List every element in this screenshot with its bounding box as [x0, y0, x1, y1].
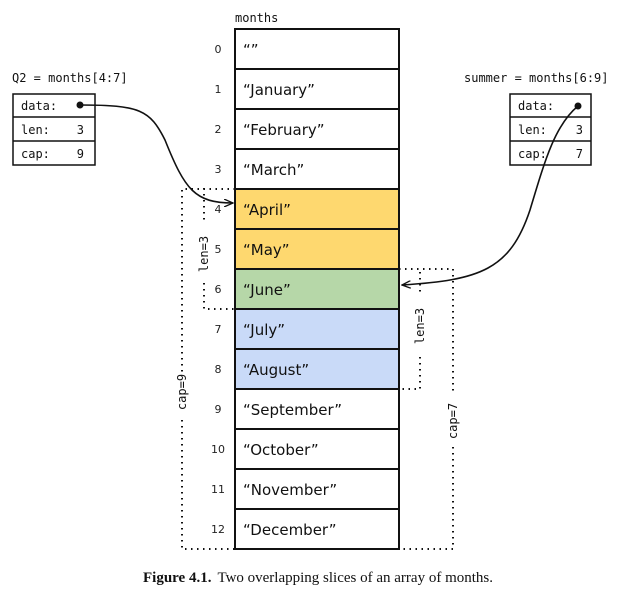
- array-cell: [234, 28, 400, 70]
- array-cell: [234, 468, 400, 510]
- summer-cap-bracket-bottom: [399, 447, 454, 550]
- array-cell: [234, 428, 400, 470]
- q2-len-value: 3: [77, 123, 84, 137]
- array-cell-value: “January”: [243, 81, 315, 99]
- array-cell: [234, 68, 400, 110]
- array-index: 11: [211, 483, 225, 496]
- array-cell-value: “July”: [243, 321, 285, 339]
- q2-data-pointer-arrow: [79, 104, 233, 203]
- q2-title: Q2 = months[4:7]: [12, 71, 128, 85]
- array-cell-value: “September”: [243, 401, 342, 419]
- figure-caption: Figure 4.1. Two overlapping slices of an …: [143, 570, 493, 586]
- array-cell-value: “October”: [243, 441, 319, 459]
- q2-slice-header: Q2 = months[4:7] data: len: 3 cap: 9: [12, 71, 128, 166]
- q2-cap-bracket-top: [181, 188, 235, 372]
- summer-len-bracket-bottom: [399, 357, 421, 390]
- array-cell-value: “August”: [243, 361, 309, 379]
- months-array: “” 0 “January” 1 “February” 2 “March” 3 “April” 4…: [211, 28, 400, 550]
- q2-cap-label: cap:: [21, 147, 50, 161]
- summer-data-label: data:: [518, 99, 554, 113]
- array-index: 9: [215, 403, 222, 416]
- summer-len-value: 3: [576, 123, 583, 137]
- array-name: months: [235, 11, 278, 25]
- q2-cap-annotation: cap=9: [175, 374, 189, 410]
- array-cell-value: “November”: [243, 481, 337, 499]
- summer-slice-header: summer = months[6:9] data: len: 3 cap: 7: [464, 71, 609, 166]
- array-cell-value: “February”: [243, 121, 325, 139]
- q2-data-label: data:: [21, 99, 57, 113]
- array-cell: [234, 508, 400, 550]
- array-index: 7: [215, 323, 222, 336]
- summer-title: summer = months[6:9]: [464, 71, 609, 85]
- array-cell-value: “”: [243, 41, 259, 59]
- summer-len-label: len:: [518, 123, 547, 137]
- array-index: 1: [215, 83, 222, 96]
- array-index: 0: [215, 43, 222, 56]
- array-index: 3: [215, 163, 222, 176]
- caption-text: Two overlapping slices of an array of mo…: [217, 570, 493, 586]
- array-index: 6: [215, 283, 222, 296]
- array-index: 10: [211, 443, 225, 456]
- summer-pointer-dot: [574, 102, 582, 110]
- summer-cap-label: cap:: [518, 147, 547, 161]
- q2-len-annotation: len=3: [197, 236, 211, 272]
- array-cell: [234, 108, 400, 150]
- summer-len-bracket-top: [399, 268, 421, 296]
- summer-len-annotation: len=3: [413, 308, 427, 344]
- q2-cap-bracket-bottom: [181, 420, 235, 550]
- caption-label: Figure 4.1.: [143, 570, 212, 586]
- array-cell: [234, 348, 400, 390]
- array-cell-value: “April”: [243, 201, 291, 219]
- array-index: 5: [215, 243, 222, 256]
- summer-data-pointer-arrow: [402, 105, 579, 285]
- array-index: 12: [211, 523, 225, 536]
- array-cell-value: “March”: [243, 161, 304, 179]
- array-index: 8: [215, 363, 222, 376]
- array-cell: [234, 188, 400, 230]
- q2-len-bracket-top: [203, 188, 235, 224]
- summer-cap-annotation: cap=7: [446, 403, 460, 439]
- q2-len-label: len:: [21, 123, 50, 137]
- array-cell-value: “June”: [243, 281, 291, 299]
- array-cell-value: “May”: [243, 241, 290, 259]
- summer-cap-value: 7: [576, 147, 583, 161]
- array-cell-value: “December”: [243, 521, 337, 539]
- array-index: 4: [215, 203, 222, 216]
- q2-cap-value: 9: [77, 147, 84, 161]
- array-index: 2: [215, 123, 222, 136]
- array-cell: [234, 268, 400, 310]
